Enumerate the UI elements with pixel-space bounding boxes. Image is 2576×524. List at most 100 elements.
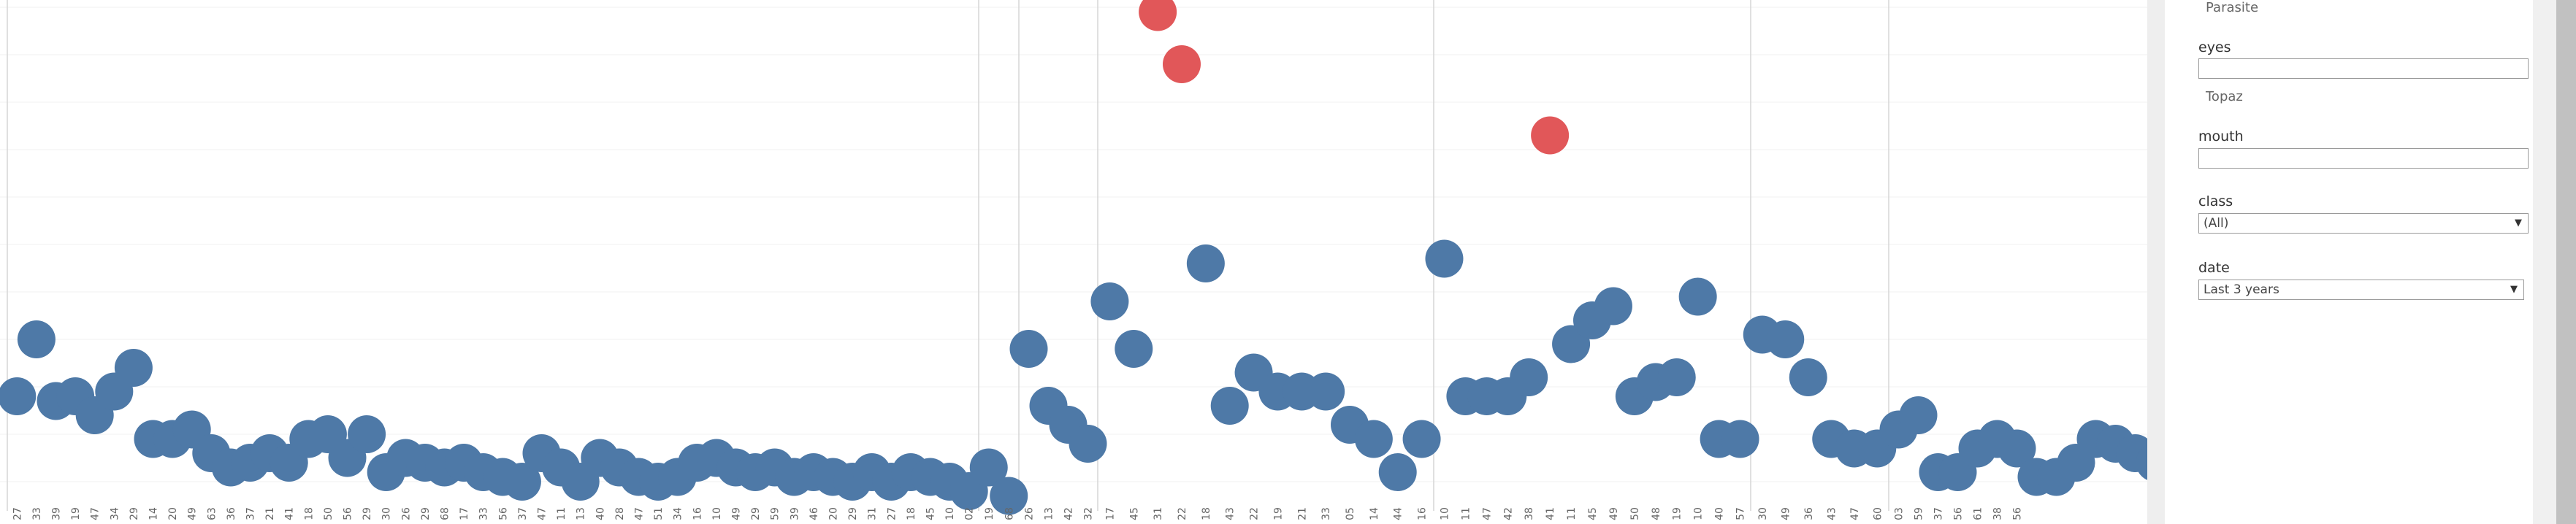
x-tick-label: 17: [1104, 507, 1116, 520]
x-tick-label: 56: [2012, 507, 2024, 520]
data-point[interactable]: [1069, 425, 1107, 463]
x-tick-label: 37: [1933, 507, 1945, 520]
data-point-highlight[interactable]: [1163, 45, 1201, 83]
x-tick-label: 49: [731, 507, 743, 520]
x-tick-label: 03: [1894, 507, 1906, 520]
x-tick-label: 34: [109, 507, 121, 520]
class-filter-dropdown[interactable]: (All) ▼: [2198, 213, 2529, 234]
x-tick-label: 17: [459, 507, 470, 520]
x-tick-label: 56: [1953, 507, 1965, 520]
x-tick-label: 19: [1272, 507, 1284, 520]
x-tick-label: 48: [1651, 507, 1662, 520]
data-point[interactable]: [1115, 330, 1153, 368]
x-tick-label: 43: [1225, 507, 1237, 520]
data-point[interactable]: [114, 349, 153, 387]
panel-dividers: [7, 0, 1889, 511]
x-tick-label: 18: [303, 507, 315, 520]
x-tick-label: 10: [944, 507, 956, 520]
date-filter-dropdown[interactable]: Last 3 years ▼: [2198, 280, 2524, 300]
data-point[interactable]: [1210, 387, 1249, 425]
x-tick-label: 36: [226, 507, 237, 520]
x-tick-label: 31: [1153, 507, 1164, 520]
x-tick-label: 61: [1973, 507, 1984, 520]
x-tick-label: 45: [1587, 507, 1599, 520]
filter-panel: [2165, 0, 2533, 524]
x-tick-label: 32: [1083, 507, 1095, 520]
x-tick-label: 11: [556, 507, 567, 520]
data-point[interactable]: [1766, 320, 1805, 358]
scatter-chart: 27 33 39 19 47 34 29 14 20 49 63 36 37 21 41 18 50 56 29 30…: [0, 0, 2165, 520]
data-point[interactable]: [1090, 282, 1129, 320]
date-filter-label: date: [2198, 260, 2230, 276]
x-tick-label: 22: [1177, 507, 1188, 520]
data-point[interactable]: [1998, 429, 2036, 468]
x-tick-label: 14: [148, 507, 160, 520]
data-point[interactable]: [1721, 420, 1759, 458]
data-point[interactable]: [1378, 453, 1417, 491]
data-point-highlight[interactable]: [1139, 0, 1177, 31]
data-point[interactable]: [1186, 244, 1225, 282]
x-tick-label: 05: [1345, 507, 1356, 520]
data-point[interactable]: [1354, 420, 1393, 458]
x-tick-label: 39: [51, 507, 63, 520]
data-point[interactable]: [1594, 287, 1632, 325]
x-tick-label: 13: [576, 507, 587, 520]
eyes-filter-label: eyes: [2198, 39, 2231, 55]
x-tick-label: 10: [711, 507, 723, 520]
x-tick-label: 29: [847, 507, 859, 520]
x-tick-label: 49: [1608, 507, 1620, 520]
class-filter-selected: (All): [2204, 216, 2229, 231]
x-tick-label: 40: [595, 507, 606, 520]
data-points: [0, 0, 2165, 515]
x-tick-label: 34: [673, 507, 684, 520]
data-point[interactable]: [1657, 358, 1696, 396]
x-tick-label: 27: [12, 507, 23, 520]
x-tick-label: 47: [90, 507, 102, 520]
data-point[interactable]: [1009, 330, 1048, 368]
x-tick-label: 11: [1566, 507, 1578, 520]
data-point[interactable]: [1678, 277, 1717, 316]
gridlines: [0, 7, 2165, 482]
data-point[interactable]: [1510, 358, 1548, 396]
scrollbar-thumb[interactable]: [2556, 0, 2576, 524]
x-tick-label: 68: [1004, 507, 1015, 520]
data-point[interactable]: [1789, 358, 1827, 396]
x-tick-label: 44: [1393, 507, 1404, 520]
x-tick-label: 43: [1826, 507, 1838, 520]
x-tick-label: 38: [1992, 507, 2004, 520]
x-tick-label: 47: [634, 507, 646, 520]
data-point-highlight[interactable]: [1531, 116, 1570, 155]
data-point[interactable]: [990, 477, 1028, 515]
data-point[interactable]: [502, 463, 541, 501]
class-filter-label: class: [2198, 193, 2233, 209]
mouth-filter-input[interactable]: [2198, 148, 2529, 169]
x-axis-tick-labels: 27 33 39 19 47 34 29 14 20 49 63 36 37 21 41 18 50 56 29 30…: [12, 507, 2023, 520]
data-point[interactable]: [1307, 372, 1345, 411]
x-tick-label: 30: [1757, 507, 1769, 520]
data-point[interactable]: [1402, 420, 1441, 458]
x-tick-label: 26: [400, 507, 412, 520]
x-tick-label: 18: [906, 507, 917, 520]
data-point[interactable]: [1899, 396, 1938, 434]
x-tick-label: 28: [614, 507, 626, 520]
x-tick-label: 45: [925, 507, 937, 520]
x-tick-label: 31: [867, 507, 879, 520]
x-tick-label: 10: [1439, 507, 1451, 520]
x-tick-label: 19: [984, 507, 995, 520]
data-point[interactable]: [17, 320, 56, 358]
x-tick-label: 50: [1629, 507, 1641, 520]
panel-gutter: [2147, 0, 2165, 524]
eyes-filter-input[interactable]: [2198, 58, 2529, 79]
x-tick-label: 41: [284, 507, 296, 520]
x-tick-label: 20: [167, 507, 179, 520]
x-tick-label: 60: [1872, 507, 1884, 520]
x-tick-label: 14: [1369, 507, 1380, 520]
x-tick-label: 59: [1914, 507, 1925, 520]
data-point[interactable]: [0, 377, 37, 415]
date-filter-selected: Last 3 years: [2204, 282, 2279, 297]
x-tick-label: 51: [653, 507, 665, 520]
data-point[interactable]: [1425, 239, 1464, 278]
data-point[interactable]: [969, 448, 1008, 487]
data-point[interactable]: [348, 415, 386, 453]
x-tick-label: 26: [1024, 507, 1036, 520]
